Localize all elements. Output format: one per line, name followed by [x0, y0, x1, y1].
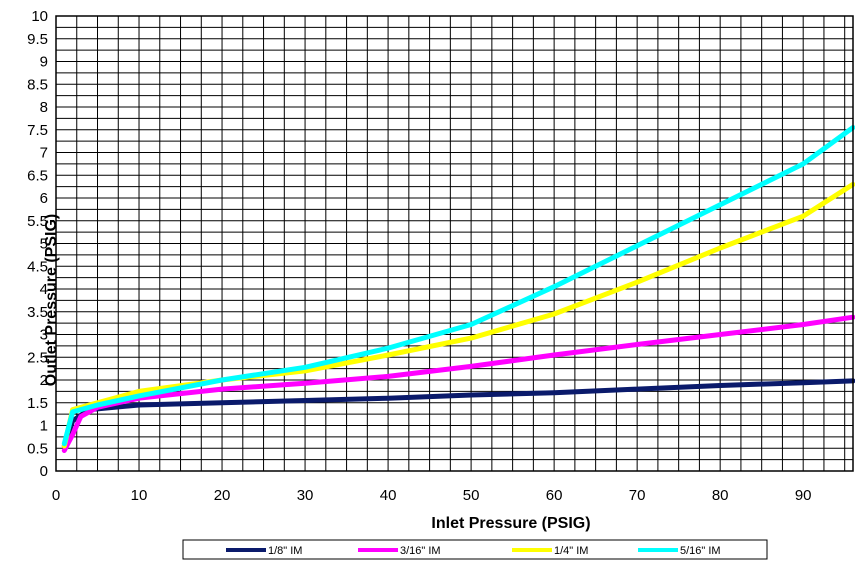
y-tick-label: 0 [40, 463, 48, 480]
x-tick-label: 80 [712, 487, 729, 504]
x-tick-label: 50 [463, 487, 480, 504]
x-tick-label: 0 [52, 487, 60, 504]
x-tick-label: 60 [546, 487, 563, 504]
y-tick-label: 9.5 [27, 31, 48, 48]
y-tick-label: 3 [40, 327, 48, 344]
y-axis-title: Outlet Pressure (PSIG) [43, 214, 60, 387]
y-tick-label: 3.5 [27, 304, 48, 321]
y-tick-labels: 0 0.5 1 1.5 2 2.5 3 3.5 4 4.5 5 5.5 6 6.5 7 7.5 8 8.5 9 9.5… [27, 8, 48, 480]
x-axis-title: Inlet Pressure (PSIG) [431, 515, 590, 532]
y-tick-label: 2 [40, 372, 48, 389]
y-tick-label: 7 [40, 145, 48, 162]
y-tick-label: 10 [31, 8, 48, 25]
y-tick-label: 4.5 [27, 258, 48, 275]
series-line [61, 314, 855, 453]
series-line [61, 125, 855, 447]
plot-area-border [55, 15, 854, 472]
y-tick-label: 1 [40, 418, 48, 435]
y-tick-label: 2.5 [27, 349, 48, 366]
y-tick-label: 8.5 [27, 76, 48, 93]
y-tick-label: 1.5 [27, 395, 48, 412]
x-tick-label: 10 [131, 487, 148, 504]
legend: 1/8" IM 3/16" IM 1/4" IM 5/16" IM [182, 539, 768, 560]
legend-box [182, 539, 768, 560]
x-tick-label: 30 [297, 487, 314, 504]
y-tick-label: 6 [40, 190, 48, 207]
y-tick-label: 8 [40, 99, 48, 116]
x-tick-labels: 0 10 20 30 40 50 60 70 80 90 [52, 487, 812, 504]
x-tick-label: 20 [214, 487, 231, 504]
legend-label: 1/8" IM [268, 545, 302, 557]
y-tick-label: 5.5 [27, 213, 48, 230]
legend-label: 5/16" IM [680, 545, 721, 557]
x-tick-label: 40 [380, 487, 397, 504]
y-tick-label: 0.5 [27, 440, 48, 457]
y-tick-label: 6.5 [27, 167, 48, 184]
y-tick-label: 5 [40, 236, 48, 253]
legend-label: 3/16" IM [400, 545, 441, 557]
y-tick-label: 4 [40, 281, 48, 298]
y-tick-label: 7.5 [27, 122, 48, 139]
y-tick-label: 9 [40, 54, 48, 71]
x-tick-label: 70 [629, 487, 646, 504]
series-lines [61, 125, 855, 453]
legend-label: 1/4" IM [554, 545, 588, 557]
x-tick-label: 90 [795, 487, 812, 504]
